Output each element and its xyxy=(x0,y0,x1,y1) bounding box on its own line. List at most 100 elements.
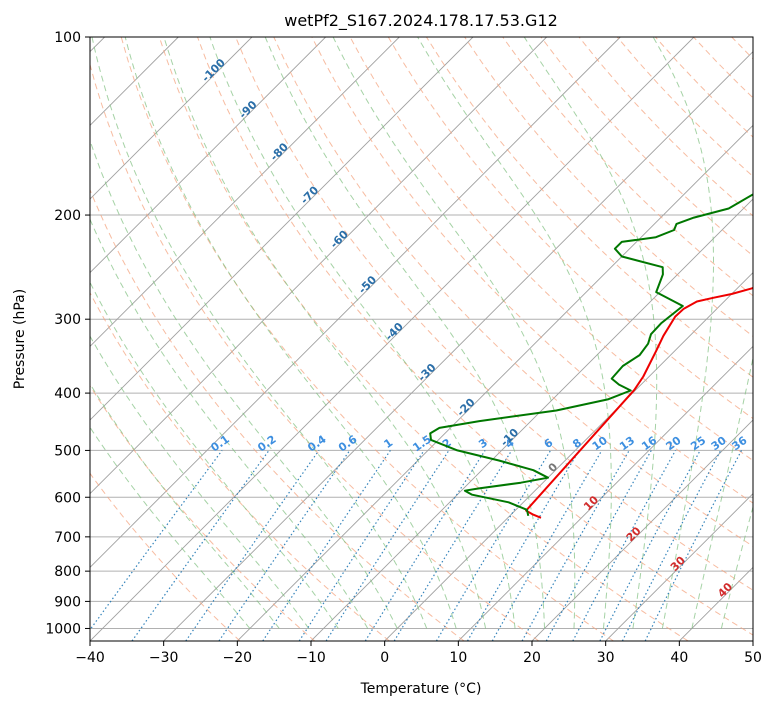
dry-adiabat-line xyxy=(502,37,753,297)
dry-adiabat-line xyxy=(655,37,753,138)
isotherm-label: -100 xyxy=(199,56,228,85)
temperature-profile-line xyxy=(525,286,753,519)
isotherm-line xyxy=(90,37,400,347)
y-tick-label: 400 xyxy=(54,386,81,402)
isotherm-line xyxy=(237,124,753,641)
dry-adiabat-line xyxy=(387,37,753,420)
x-tick-label: 10 xyxy=(449,650,467,666)
isotherm-label: -60 xyxy=(328,228,351,251)
dry-adiabat-line xyxy=(235,37,753,591)
moist-adiabat-line xyxy=(90,335,310,629)
moist-adiabat-line xyxy=(91,37,428,629)
x-axis-label: Temperature (°C) xyxy=(360,681,482,697)
mixing-ratio-line xyxy=(393,450,513,641)
isotherm-line xyxy=(752,640,753,641)
mixing-ratio-line xyxy=(644,450,743,641)
x-tick-label: −20 xyxy=(223,650,253,666)
dry-adiabat-line xyxy=(311,37,753,504)
mixing-ratio-line xyxy=(521,450,630,641)
mixing-ratio-line xyxy=(364,450,486,641)
mixing-ratio-line xyxy=(599,450,701,641)
isotherm-line xyxy=(90,37,326,274)
isotherm-line xyxy=(679,566,753,641)
mixing-ratio-line xyxy=(325,450,450,641)
mixing-ratio-label: 0.1 xyxy=(208,433,231,455)
y-tick-label: 600 xyxy=(54,490,81,506)
moist-adiabat-line xyxy=(720,505,753,629)
profile-series xyxy=(429,193,753,519)
moist-adiabat-line xyxy=(691,355,753,629)
mixing-ratio-line xyxy=(435,450,552,641)
isotherm-label: 10 xyxy=(581,493,601,513)
mixing-ratio-label: 0.4 xyxy=(305,432,329,454)
dry-adiabat-line xyxy=(90,188,465,641)
isotherm-line xyxy=(163,51,753,641)
isotherm-line xyxy=(90,37,474,421)
isotherm-line xyxy=(531,419,753,641)
mixing-ratio-line xyxy=(621,450,722,641)
dry-adiabat-line xyxy=(464,37,753,337)
isotherm-label: -20 xyxy=(454,396,477,419)
mixing-ratio-label: 3 xyxy=(476,436,490,451)
moist-adiabat-line xyxy=(652,37,714,629)
x-tick-label: 40 xyxy=(670,650,688,666)
dry-adiabat-line xyxy=(158,37,689,641)
mixing-ratio-line xyxy=(298,450,425,641)
plot-frame xyxy=(89,36,754,642)
y-tick-label: 200 xyxy=(54,208,81,224)
isotherm-label: -10 xyxy=(498,426,521,449)
isotherm-line xyxy=(90,37,621,568)
y-tick-label: 100 xyxy=(54,30,81,46)
y-tick-label: 1000 xyxy=(45,621,81,637)
dry-adiabat-line xyxy=(197,37,753,636)
dewpoint-profile-line xyxy=(429,193,753,517)
y-tick-label: 900 xyxy=(54,594,81,610)
y-axis-ticks: 100 200 300 400 500 600 700 800 900 1000 xyxy=(45,30,90,637)
isotherm-label: -50 xyxy=(356,273,379,296)
isotherm-line xyxy=(384,272,753,641)
x-tick-label: 50 xyxy=(744,650,762,666)
moist-adiabat-line xyxy=(90,138,398,629)
isotherm-line xyxy=(90,37,547,495)
isotherm-label: -90 xyxy=(236,98,259,121)
moist-adiabat-line xyxy=(90,382,280,629)
isotherm-line xyxy=(310,198,753,641)
dry-adiabat-line xyxy=(90,384,316,641)
isotherm-label: 20 xyxy=(624,524,644,544)
dry-adiabat-line xyxy=(273,37,753,547)
dry-adiabat-line xyxy=(90,291,390,641)
mixing-ratio-line xyxy=(572,450,677,641)
mixing-ratio-label: 6 xyxy=(542,436,556,451)
mixing-ratio-line xyxy=(90,450,223,631)
x-tick-label: −30 xyxy=(149,650,179,666)
x-tick-label: 0 xyxy=(380,650,389,666)
moist-adiabat-line xyxy=(90,426,251,629)
isotherm-line xyxy=(90,37,253,200)
mixing-ratio-label: 0.6 xyxy=(336,432,360,454)
moist-adiabat-line xyxy=(332,37,576,629)
dry-adiabat-line xyxy=(425,37,753,378)
moist-adiabat-line xyxy=(523,37,658,629)
dry-adiabat-line xyxy=(693,37,753,99)
dry-adiabat-line xyxy=(770,37,775,641)
isotherm-label: 40 xyxy=(715,580,735,600)
x-tick-label: −10 xyxy=(296,650,326,666)
y-tick-label: 700 xyxy=(54,530,81,546)
isotherm-line xyxy=(605,493,753,641)
x-tick-label: −40 xyxy=(75,650,105,666)
x-tick-label: 20 xyxy=(523,650,541,666)
isotherm-label: -40 xyxy=(383,320,406,343)
y-axis-label: Pressure (hPa) xyxy=(12,289,28,389)
x-axis-ticks: −40 −30 −20 −10 0 10 20 30 40 50 xyxy=(75,641,762,666)
y-tick-label: 500 xyxy=(54,443,81,459)
mixing-ratio-label: 0.2 xyxy=(255,433,278,455)
isotherm-line xyxy=(458,345,753,641)
moist-adiabat-line xyxy=(417,37,612,629)
mixing-ratio-label: 1 xyxy=(382,436,396,451)
dry-adiabat-line xyxy=(90,62,540,641)
moist-adiabat-line xyxy=(209,37,516,629)
moist-adiabat-line xyxy=(90,281,339,629)
mixing-ratio-line xyxy=(131,450,270,641)
isotherm-label: -70 xyxy=(298,183,321,206)
